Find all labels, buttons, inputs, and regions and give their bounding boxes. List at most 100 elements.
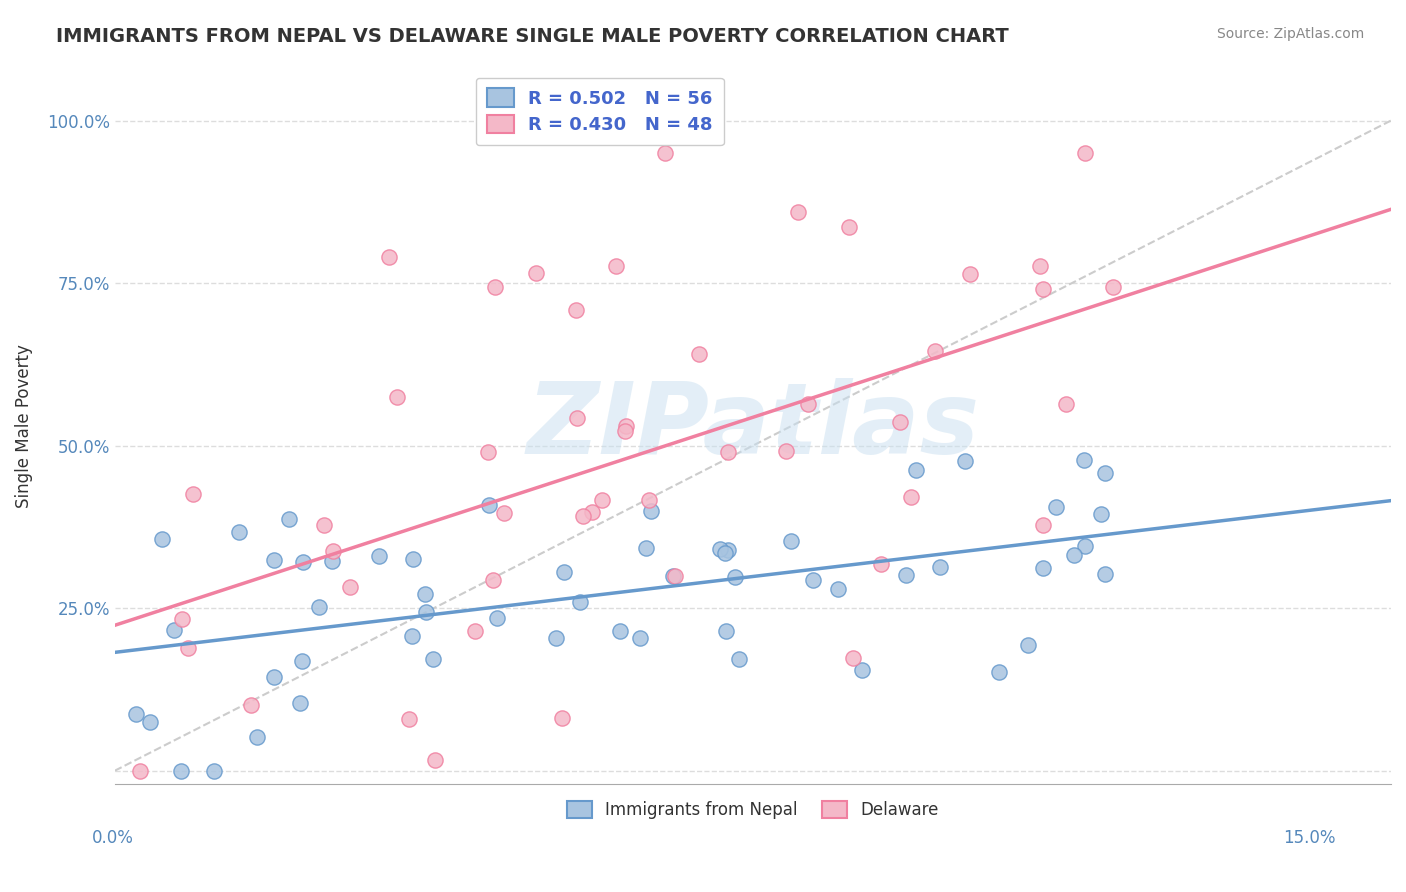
Point [797, 397, 820, 411]
Point [838, 219, 860, 234]
Point [177, 640, 200, 655]
Point [204, 764, 226, 778]
Point [292, 556, 315, 570]
Text: 15.0%: 15.0% [1284, 829, 1336, 847]
Point [591, 492, 613, 507]
Point [290, 696, 312, 710]
Point [125, 707, 148, 722]
Point [263, 553, 285, 567]
Point [129, 764, 152, 778]
Point [477, 445, 499, 459]
Text: 0.0%: 0.0% [91, 829, 134, 847]
Point [368, 549, 391, 563]
Point [565, 411, 588, 425]
Point [905, 463, 928, 477]
Point [1017, 638, 1039, 652]
Point [662, 569, 685, 583]
Point [709, 541, 731, 556]
Text: ZIPatlas: ZIPatlas [526, 377, 980, 475]
Point [526, 266, 548, 280]
Point [714, 546, 737, 560]
Point [1032, 561, 1054, 575]
Point [1094, 466, 1116, 480]
Point [640, 504, 662, 518]
Point [924, 343, 946, 358]
Point [139, 715, 162, 730]
Point [786, 204, 808, 219]
Point [1029, 259, 1052, 273]
Point [664, 568, 686, 582]
Point [988, 665, 1011, 679]
Point [401, 629, 423, 643]
Point [1032, 518, 1054, 533]
Point [775, 443, 797, 458]
Point [1054, 397, 1077, 411]
Point [1074, 539, 1097, 553]
Point [953, 454, 976, 468]
Point [614, 424, 637, 438]
Point [724, 570, 747, 584]
Point [277, 511, 299, 525]
Point [565, 303, 588, 318]
Point [1063, 548, 1085, 562]
Point [170, 764, 193, 778]
Point [553, 565, 575, 579]
Point [894, 567, 917, 582]
Point [170, 612, 193, 626]
Point [425, 753, 447, 767]
Point [572, 509, 595, 524]
Point [638, 492, 661, 507]
Point [398, 712, 420, 726]
Point [339, 580, 361, 594]
Point [1094, 567, 1116, 582]
Point [478, 499, 501, 513]
Point [422, 652, 444, 666]
Point [150, 532, 173, 546]
Point [609, 624, 631, 639]
Point [484, 280, 506, 294]
Point [851, 663, 873, 677]
Point [581, 505, 603, 519]
Point [900, 490, 922, 504]
Text: Source: ZipAtlas.com: Source: ZipAtlas.com [1216, 27, 1364, 41]
Point [959, 268, 981, 282]
Point [634, 541, 657, 555]
Point [322, 544, 344, 558]
Point [482, 573, 505, 587]
Legend: Immigrants from Nepal, Delaware: Immigrants from Nepal, Delaware [560, 794, 946, 825]
Point [486, 611, 509, 625]
Point [714, 624, 737, 639]
Point [308, 600, 330, 615]
Point [1102, 280, 1125, 294]
Point [569, 595, 592, 609]
Point [239, 698, 262, 713]
Point [1090, 507, 1112, 521]
Point [717, 543, 740, 558]
Point [181, 487, 204, 501]
Point [717, 445, 740, 459]
Point [654, 146, 676, 161]
Point [378, 250, 401, 264]
Point [1073, 452, 1095, 467]
Point [464, 624, 486, 638]
Y-axis label: Single Male Poverty: Single Male Poverty [15, 344, 32, 508]
Point [492, 506, 515, 520]
Point [889, 415, 911, 429]
Point [870, 557, 893, 571]
Point [385, 390, 408, 404]
Point [728, 652, 751, 666]
Point [551, 711, 574, 725]
Point [1074, 146, 1097, 161]
Point [415, 587, 437, 601]
Point [415, 606, 437, 620]
Point [688, 347, 710, 361]
Point [402, 551, 425, 566]
Text: IMMIGRANTS FROM NEPAL VS DELAWARE SINGLE MALE POVERTY CORRELATION CHART: IMMIGRANTS FROM NEPAL VS DELAWARE SINGLE… [56, 27, 1010, 45]
Point [827, 582, 849, 596]
Point [780, 533, 803, 548]
Point [163, 623, 186, 637]
Point [291, 655, 314, 669]
Point [1045, 500, 1067, 515]
Point [929, 560, 952, 574]
Point [321, 554, 343, 568]
